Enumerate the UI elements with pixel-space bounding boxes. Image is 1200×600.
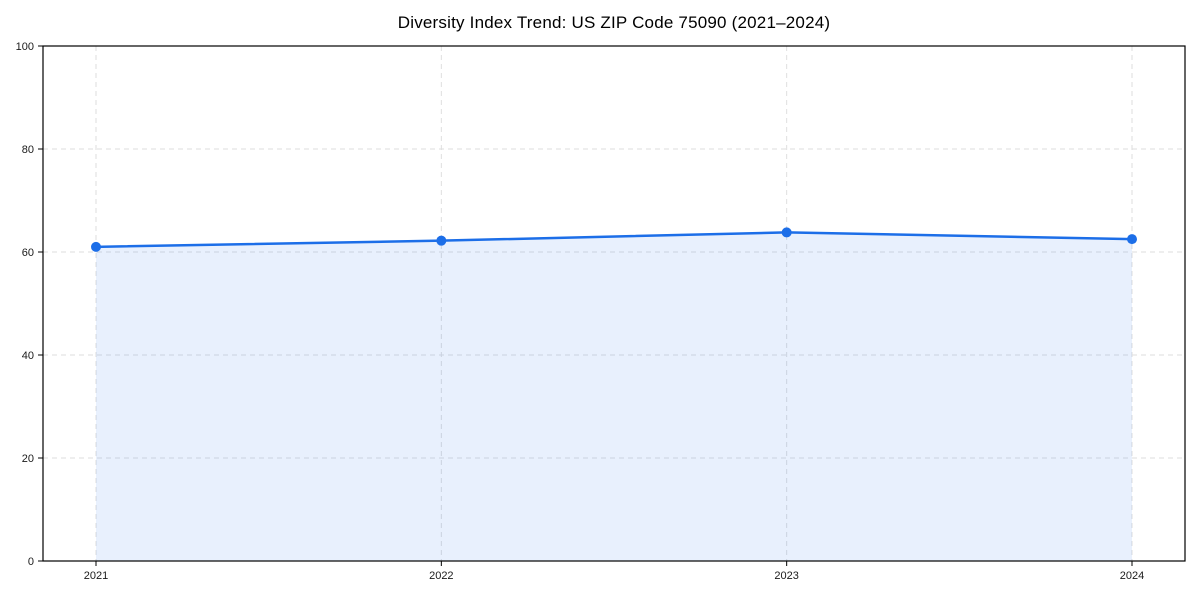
- data-point-marker: [781, 227, 792, 238]
- y-tick-label: 80: [22, 144, 34, 156]
- x-tick-label: 2021: [84, 570, 108, 582]
- data-point-marker: [436, 235, 447, 246]
- y-tick-label: 20: [22, 453, 34, 465]
- area-fill: [96, 232, 1132, 561]
- x-tick-label: 2023: [774, 570, 798, 582]
- y-tick-label: 0: [28, 556, 34, 568]
- chart-title: Diversity Index Trend: US ZIP Code 75090…: [397, 13, 831, 32]
- x-tick-label: 2022: [429, 570, 453, 582]
- y-tick-label: 100: [16, 41, 34, 53]
- axis-frame: [42, 45, 1186, 562]
- trend-line: [94, 231, 1134, 249]
- data-point-marker: [1127, 234, 1137, 245]
- y-tick-label: 40: [22, 350, 34, 362]
- x-tick-label: 2024: [1120, 570, 1144, 582]
- data-point-markers: [91, 227, 1137, 252]
- tick-marks: [38, 45, 1133, 566]
- tick-labels: 0 20 40 60 80 100 2021 2022 2023 2024: [16, 41, 1145, 582]
- y-tick-label: 60: [22, 247, 34, 259]
- data-point-marker: [91, 241, 101, 252]
